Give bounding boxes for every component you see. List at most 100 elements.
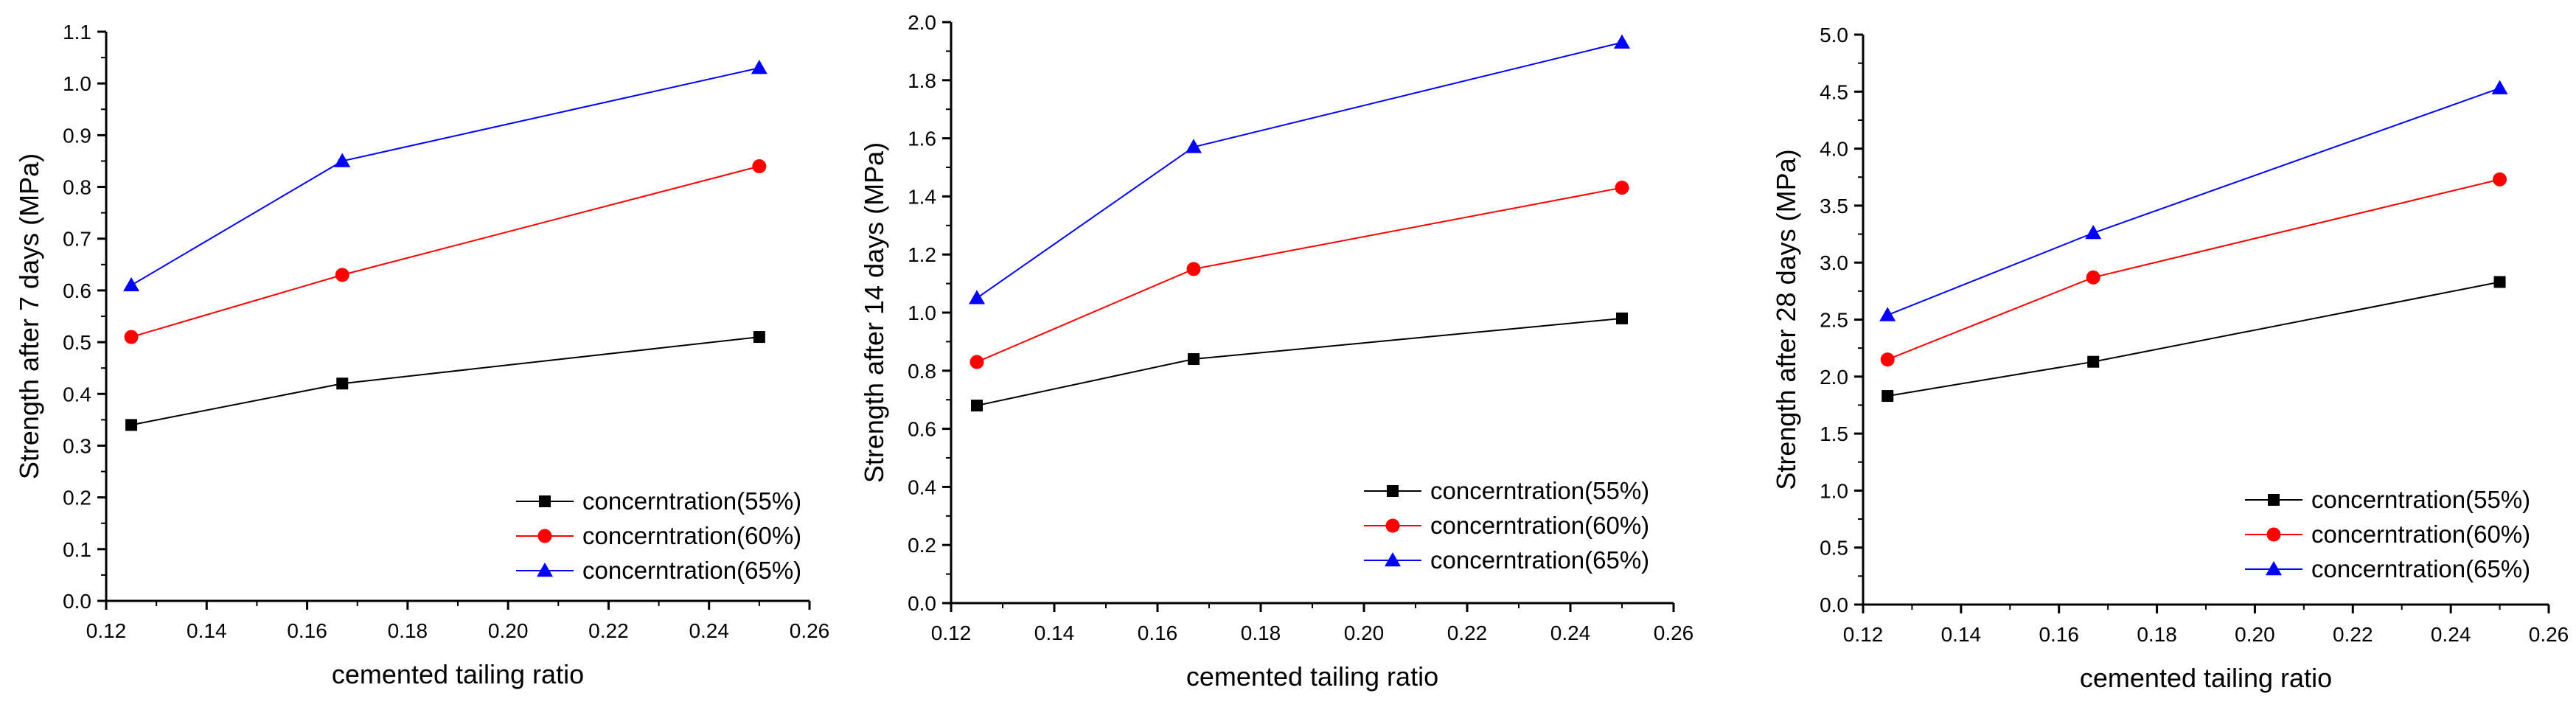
data-point: [2493, 276, 2506, 288]
data-point: [2491, 80, 2508, 94]
y-tick-label: 5.0: [1820, 24, 1848, 46]
series-3: [969, 34, 1630, 304]
data-point: [124, 330, 139, 344]
data-point: [1188, 353, 1200, 366]
series-line: [976, 187, 1623, 363]
series-line: [976, 317, 1623, 407]
legend-entry-1: concerntration(55%): [516, 487, 801, 515]
x-tick-label: 0.20: [2235, 623, 2275, 646]
data-point: [1615, 181, 1629, 195]
series-line: [130, 67, 760, 286]
legend-label: concerntration(60%): [1430, 512, 1649, 539]
x-axis-title: cemented tailing ratio: [2080, 663, 2332, 693]
legend-marker: [537, 563, 553, 577]
x-tick-label: 0.26: [2529, 623, 2569, 646]
y-tick-label: 0.0: [908, 592, 936, 615]
y-tick-label: 0.6: [908, 418, 936, 441]
y-tick-label: 0.9: [63, 124, 91, 147]
y-tick-label: 0.2: [63, 487, 91, 509]
y-tick-label: 1.1: [63, 21, 91, 43]
x-tick-label: 0.14: [1034, 622, 1075, 644]
legend-entry-3: concerntration(65%): [516, 557, 801, 584]
x-tick-label: 0.14: [187, 619, 227, 642]
x-tick-label: 0.24: [1550, 622, 1591, 644]
legend-marker: [1385, 518, 1400, 533]
series-3: [1879, 80, 2508, 321]
legend-label: concerntration(55%): [1430, 477, 1649, 504]
y-tick-label: 2.0: [908, 11, 936, 34]
legend-marker: [539, 495, 551, 507]
series-line: [130, 336, 759, 426]
y-tick-label: 0.5: [1820, 537, 1848, 560]
data-point: [753, 331, 765, 344]
legend-entry-2: concerntration(60%): [1364, 512, 1649, 539]
y-tick-label: 3.5: [1820, 195, 1848, 217]
x-tick-label: 0.22: [588, 619, 629, 642]
legend-marker: [2266, 527, 2281, 542]
series-1: [125, 331, 765, 431]
series-line: [1887, 281, 2500, 397]
x-tick-label: 0.20: [488, 619, 529, 642]
y-tick-label: 1.0: [63, 72, 91, 95]
legend-marker: [1385, 552, 1401, 567]
x-tick-label: 0.18: [388, 619, 428, 642]
x-tick-label: 0.12: [86, 619, 127, 642]
data-point: [336, 377, 349, 390]
y-tick-label: 0.6: [63, 279, 91, 302]
y-tick-label: 1.0: [908, 302, 936, 324]
x-tick-label: 0.26: [1654, 622, 1694, 644]
series-line: [976, 41, 1623, 299]
data-point: [970, 355, 984, 369]
series-2: [1880, 172, 2507, 367]
legend-marker: [1387, 485, 1399, 497]
legend-marker: [2266, 561, 2282, 576]
data-point: [1879, 307, 1896, 321]
y-tick-label: 0.0: [63, 590, 91, 613]
y-tick-label: 0.0: [1820, 594, 1848, 616]
x-tick-label: 0.16: [287, 619, 327, 642]
data-point: [2493, 172, 2507, 187]
x-tick-label: 0.16: [2039, 623, 2079, 646]
y-tick-label: 4.0: [1820, 138, 1848, 161]
x-tick-label: 0.14: [1941, 623, 1982, 646]
series-3: [123, 60, 767, 292]
legend-label: concerntration(60%): [582, 522, 801, 549]
legend-label: concerntration(60%): [2311, 521, 2530, 548]
data-point: [123, 276, 140, 292]
y-tick-label: 2.0: [1820, 366, 1848, 389]
data-point: [969, 290, 985, 304]
y-tick-label: 0.7: [63, 228, 91, 251]
y-tick-label: 0.3: [63, 434, 91, 457]
series-line: [130, 165, 760, 338]
legend-entry-1: concerntration(55%): [2245, 486, 2530, 513]
x-tick-label: 0.18: [2137, 623, 2177, 646]
data-point: [1881, 390, 1894, 403]
x-axis-title: cemented tailing ratio: [332, 659, 584, 689]
legend-entry-2: concerntration(60%): [516, 522, 801, 549]
data-point: [1880, 352, 1895, 367]
series-2: [124, 159, 767, 344]
y-axis-title: Strength after 7 days (MPa): [14, 153, 44, 479]
x-tick-label: 0.12: [931, 622, 972, 644]
x-tick-label: 0.24: [689, 619, 729, 642]
legend-entry-1: concerntration(55%): [1364, 477, 1649, 504]
y-tick-label: 1.4: [908, 185, 936, 208]
y-tick-label: 0.8: [63, 176, 91, 199]
data-point: [2086, 270, 2100, 285]
y-tick-label: 3.0: [1820, 251, 1848, 274]
y-tick-label: 0.4: [908, 476, 936, 498]
chart-panel-1: 0.0 0.1 0.2 0.3 0.4 0.5 0.6 0.7 0.8 0.9 1.0 1.1 0.12…: [14, 21, 829, 689]
y-tick-label: 2.5: [1820, 309, 1848, 332]
legend-entry-2: concerntration(60%): [2245, 521, 2530, 548]
x-tick-label: 0.20: [1344, 622, 1385, 644]
x-tick-label: 0.22: [1447, 622, 1488, 644]
legend-marker: [2268, 494, 2280, 506]
data-point: [125, 419, 138, 431]
data-point: [971, 400, 983, 412]
y-tick-label: 0.2: [908, 534, 936, 557]
data-point: [751, 60, 767, 74]
y-tick-label: 1.6: [908, 128, 936, 150]
data-point: [1186, 139, 1202, 153]
y-tick-label: 1.0: [1820, 479, 1848, 502]
